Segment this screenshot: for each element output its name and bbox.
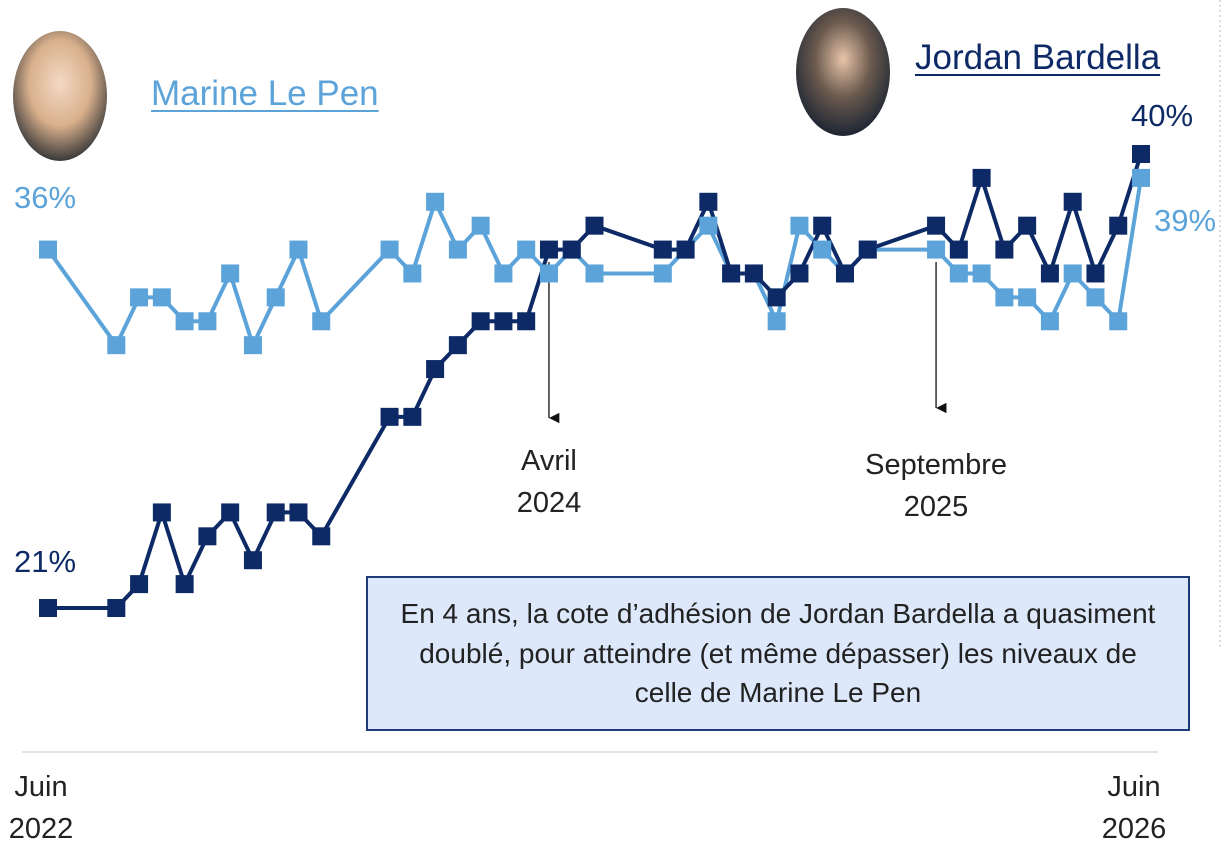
marker [244, 336, 262, 354]
marker [540, 264, 558, 282]
marker [1109, 217, 1127, 235]
marker [995, 241, 1013, 259]
marker [494, 312, 512, 330]
marker [39, 599, 57, 617]
marker [39, 241, 57, 259]
marker [267, 503, 285, 521]
marker [699, 193, 717, 211]
marker [540, 241, 558, 259]
marker [221, 264, 239, 282]
data-label: 39% [1154, 203, 1216, 239]
marker [244, 551, 262, 569]
legend-entry: Marine Le Pen [151, 74, 379, 114]
marker [267, 288, 285, 306]
marker [836, 264, 854, 282]
photo-bardella [796, 8, 890, 136]
marker [586, 264, 604, 282]
data-label: 36% [14, 180, 76, 216]
marker [1018, 217, 1036, 235]
photo-le-pen [13, 31, 107, 161]
marker [130, 575, 148, 593]
marker [813, 217, 831, 235]
marker [1041, 312, 1059, 330]
annotation-text: Avril 2024 [504, 440, 594, 524]
marker [1086, 264, 1104, 282]
marker [745, 264, 763, 282]
marker [927, 217, 945, 235]
data-label: 40% [1131, 98, 1193, 134]
marker [403, 264, 421, 282]
marker [289, 503, 307, 521]
marker [107, 599, 125, 617]
marker [1132, 145, 1150, 163]
data-label: 21% [14, 544, 76, 580]
x-tick-label: Juin 2022 [1, 766, 81, 850]
marker [973, 169, 991, 187]
marker [1064, 193, 1082, 211]
marker [586, 217, 604, 235]
annotation-text: Septembre 2025 [836, 444, 1036, 528]
marker [381, 408, 399, 426]
marker [289, 241, 307, 259]
marker [472, 217, 490, 235]
marker [1018, 288, 1036, 306]
marker [221, 503, 239, 521]
marker [517, 241, 535, 259]
marker [153, 288, 171, 306]
marker [449, 241, 467, 259]
marker [995, 288, 1013, 306]
marker [1109, 312, 1127, 330]
marker [813, 241, 831, 259]
marker [927, 241, 945, 259]
marker [654, 264, 672, 282]
marker [1041, 264, 1059, 282]
legend-entry: Jordan Bardella [915, 38, 1160, 78]
marker [403, 408, 421, 426]
marker [381, 241, 399, 259]
marker [472, 312, 490, 330]
marker [722, 264, 740, 282]
marker [130, 288, 148, 306]
marker [1086, 288, 1104, 306]
marker [768, 312, 786, 330]
marker [699, 217, 717, 235]
page: {"chart_data": {"type": "line", "x": [0,… [0, 0, 1224, 846]
marker [107, 336, 125, 354]
marker [973, 264, 991, 282]
note-box: En 4 ans, la cote d’adhésion de Jordan B… [366, 576, 1190, 731]
marker [426, 360, 444, 378]
marker [176, 312, 194, 330]
marker [677, 241, 695, 259]
marker [950, 264, 968, 282]
marker [198, 312, 216, 330]
marker [517, 312, 535, 330]
x-tick-label: Juin 2026 [1094, 766, 1174, 850]
marker [654, 241, 672, 259]
marker [449, 336, 467, 354]
marker [790, 264, 808, 282]
marker [494, 264, 512, 282]
marker [950, 241, 968, 259]
marker [312, 527, 330, 545]
marker [198, 527, 216, 545]
marker [859, 241, 877, 259]
marker [312, 312, 330, 330]
marker [176, 575, 194, 593]
marker [153, 503, 171, 521]
marker [426, 193, 444, 211]
marker [1064, 264, 1082, 282]
marker [790, 217, 808, 235]
marker [563, 241, 581, 259]
marker [1132, 169, 1150, 187]
marker [768, 288, 786, 306]
